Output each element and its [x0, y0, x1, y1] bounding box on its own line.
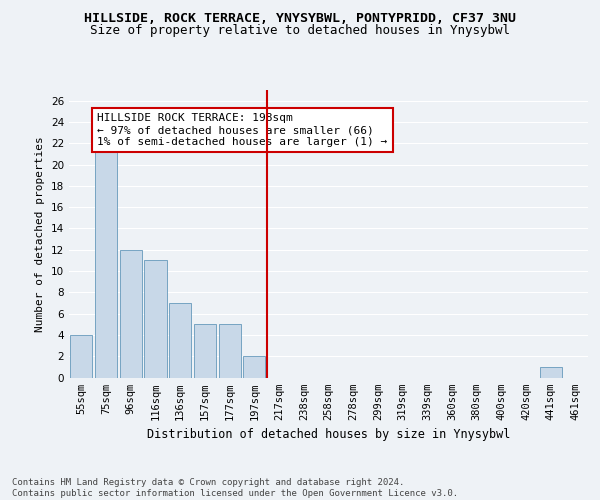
Text: HILLSIDE, ROCK TERRACE, YNYSYBWL, PONTYPRIDD, CF37 3NU: HILLSIDE, ROCK TERRACE, YNYSYBWL, PONTYP…: [84, 12, 516, 26]
Text: Contains HM Land Registry data © Crown copyright and database right 2024.
Contai: Contains HM Land Registry data © Crown c…: [12, 478, 458, 498]
Bar: [119, 250, 142, 378]
Bar: [145, 260, 167, 378]
Bar: [218, 324, 241, 378]
Text: Size of property relative to detached houses in Ynysybwl: Size of property relative to detached ho…: [90, 24, 510, 37]
Text: HILLSIDE ROCK TERRACE: 198sqm
← 97% of detached houses are smaller (66)
1% of se: HILLSIDE ROCK TERRACE: 198sqm ← 97% of d…: [97, 114, 388, 146]
Bar: [70, 335, 92, 378]
Bar: [169, 303, 191, 378]
Y-axis label: Number of detached properties: Number of detached properties: [35, 136, 46, 332]
Bar: [95, 143, 117, 378]
Bar: [540, 367, 562, 378]
Bar: [194, 324, 216, 378]
Bar: [243, 356, 265, 378]
X-axis label: Distribution of detached houses by size in Ynysybwl: Distribution of detached houses by size …: [147, 428, 510, 441]
